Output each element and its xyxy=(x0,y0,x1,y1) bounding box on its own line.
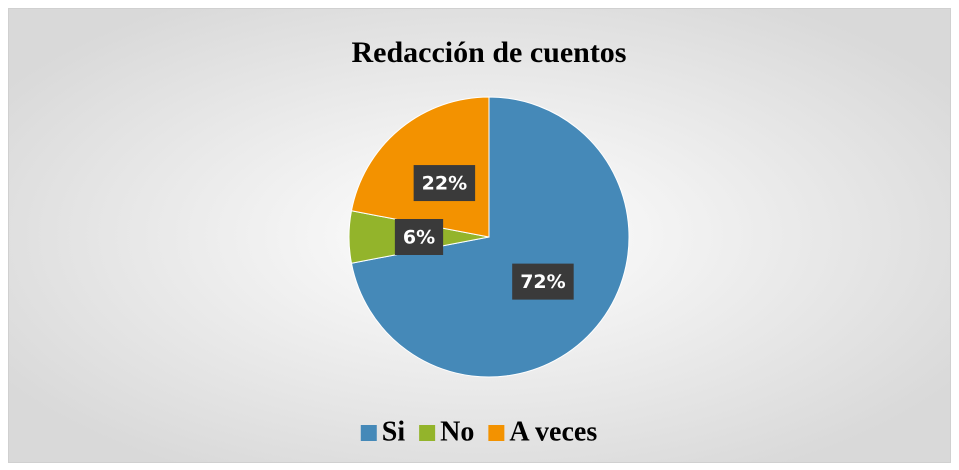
chart-title: Redacción de cuentos xyxy=(352,36,627,69)
data-label-box xyxy=(413,165,476,202)
legend-swatch xyxy=(488,425,505,441)
legend-swatch xyxy=(419,425,436,441)
pie-slice xyxy=(350,96,630,378)
data-label-box xyxy=(394,219,444,255)
data-label: 72% xyxy=(520,271,565,293)
data-label: 6% xyxy=(403,227,435,249)
data-label-box xyxy=(512,263,574,300)
legend-label: No xyxy=(440,416,474,447)
legend-label: Si xyxy=(382,416,406,447)
legend-label: A veces xyxy=(509,416,597,447)
legend-swatch xyxy=(360,425,377,441)
data-label: 22% xyxy=(422,173,467,195)
